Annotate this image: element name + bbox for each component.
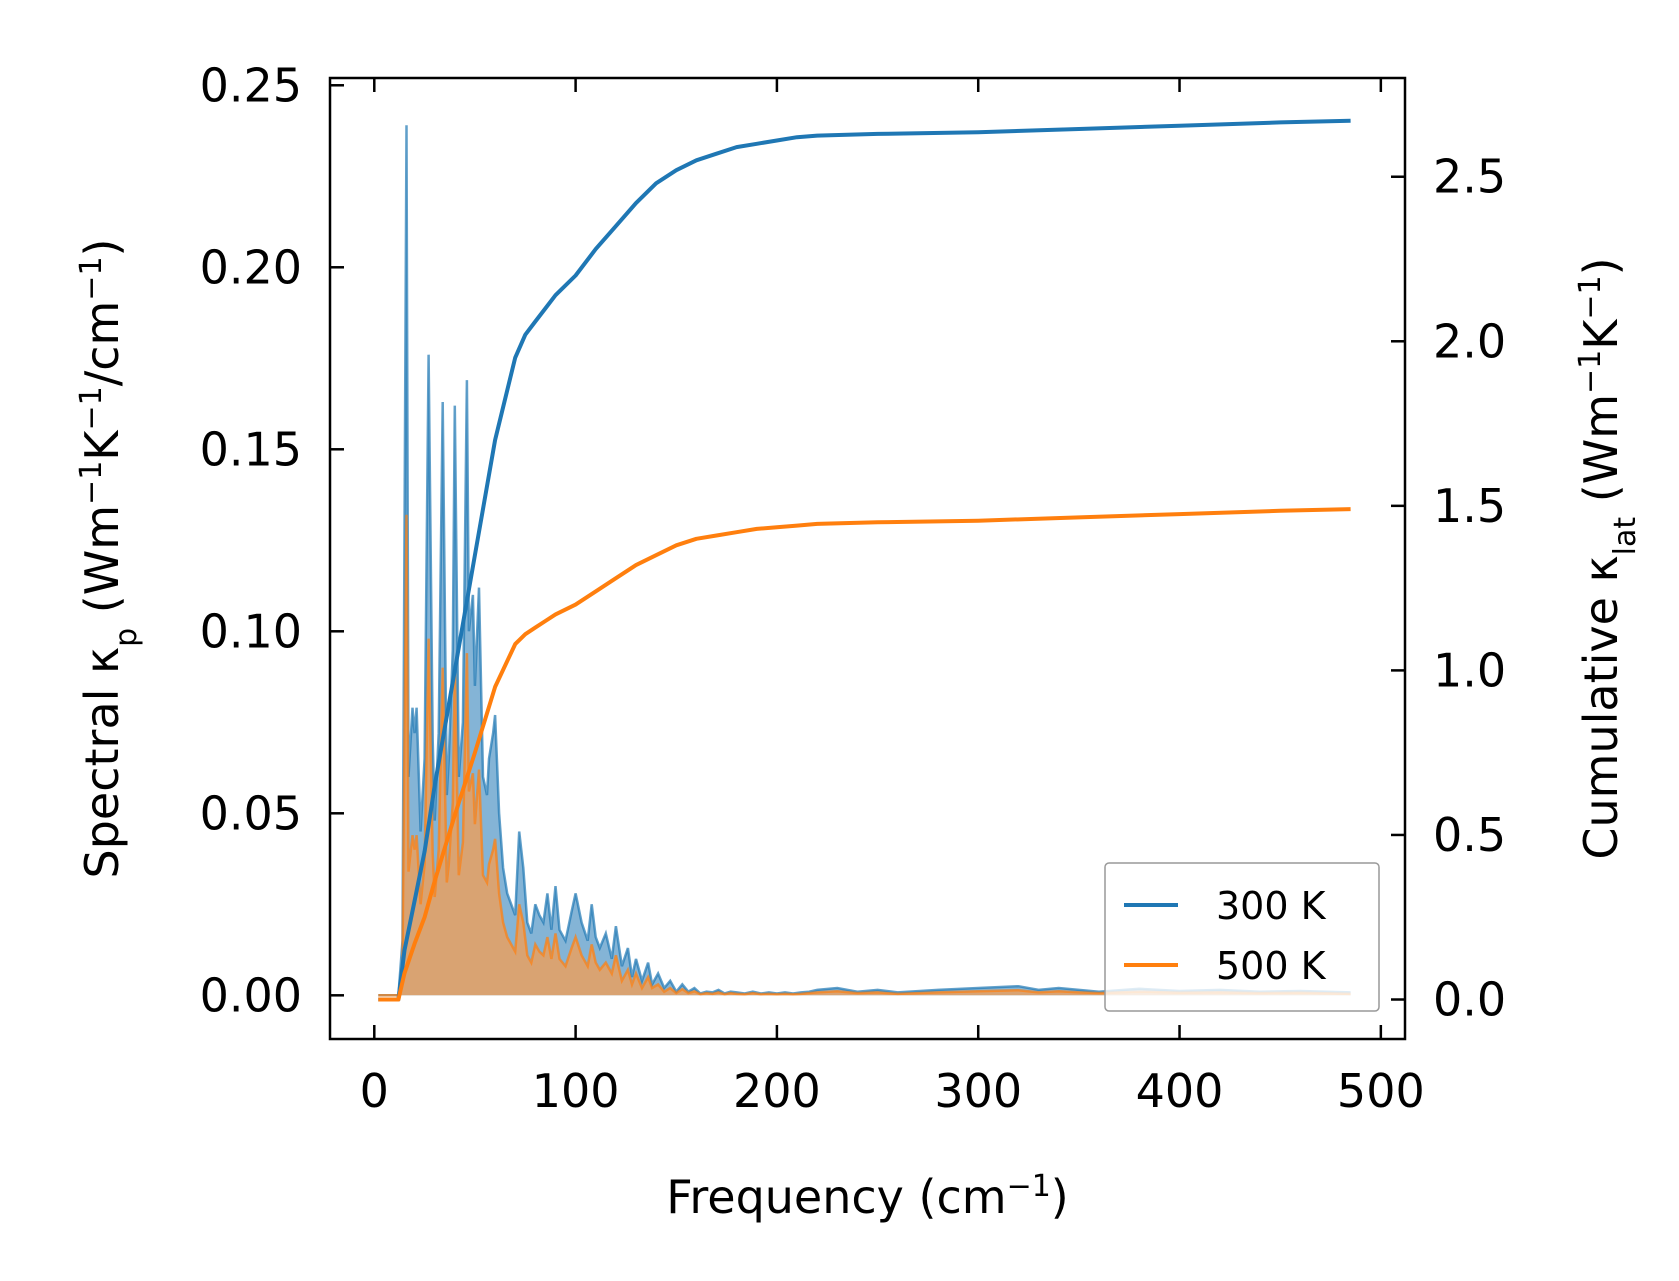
spectral-line-500k xyxy=(378,514,1351,997)
x-tick-label: 300 xyxy=(934,1064,1022,1118)
y-axis-label-right: Cumulative κlat (Wm−1K−1) xyxy=(1573,257,1643,859)
axes-frame xyxy=(328,76,1407,1041)
legend: 300 K 500 K xyxy=(1104,862,1380,1012)
y-tick-label-right: 0.0 xyxy=(1433,973,1506,1027)
cumulative-line-300k xyxy=(378,118,1351,1002)
y-tick-label-right: 2.0 xyxy=(1433,314,1506,368)
y-tick-label-left: 0.05 xyxy=(200,786,302,840)
x-tick-label: 0 xyxy=(360,1064,389,1118)
axes-ticks: 0 100 200 300 400 500 0.00 0.05 0.10 0.15 0.20 0.25… xyxy=(200,58,1507,1118)
y-tick-label-right: 1.0 xyxy=(1433,643,1506,697)
y-tick-label-right: 2.5 xyxy=(1433,150,1506,204)
x-tick-label: 400 xyxy=(1136,1064,1224,1118)
legend-label-500k: 500 K xyxy=(1216,944,1327,988)
x-axis-label: Frequency (cm−1) xyxy=(666,1169,1069,1225)
spectral-fill-500k xyxy=(378,514,1351,996)
y-tick-label-right: 0.5 xyxy=(1433,808,1506,862)
y-tick-label-left: 0.10 xyxy=(200,604,302,658)
x-tick-label: 200 xyxy=(733,1064,821,1118)
x-tick-label: 500 xyxy=(1337,1064,1425,1118)
legend-box xyxy=(1104,862,1380,1012)
cumulative-line-500k xyxy=(378,507,1351,1002)
x-tick-label: 100 xyxy=(532,1064,620,1118)
y-axis-label-left: Spectral κp (Wm−1K−1/cm−1) xyxy=(74,239,144,879)
y-tick-label-left: 0.20 xyxy=(200,240,302,294)
y-tick-label-right: 1.5 xyxy=(1433,479,1506,533)
legend-label-300k: 300 K xyxy=(1216,884,1327,928)
y-tick-label-left: 0.00 xyxy=(200,968,302,1022)
y-tick-label-left: 0.25 xyxy=(200,58,302,112)
y-tick-label-left: 0.15 xyxy=(200,422,302,476)
plot-area xyxy=(378,118,1351,1002)
spectral-line-300k xyxy=(378,125,1351,997)
